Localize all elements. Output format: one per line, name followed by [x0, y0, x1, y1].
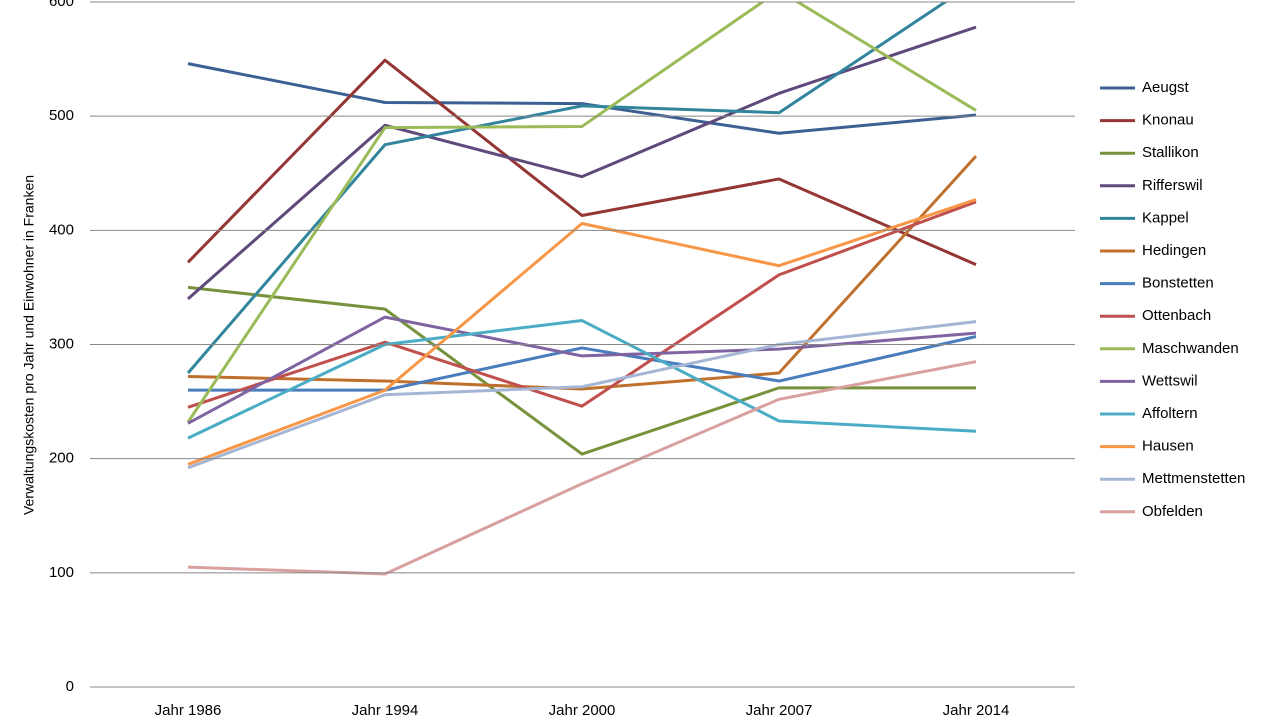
- legend-label: Aeugst: [1142, 79, 1190, 96]
- legend-label: Obfelden: [1142, 503, 1203, 520]
- legend-label: Maschwanden: [1142, 340, 1239, 357]
- y-tick-label: 500: [49, 107, 74, 124]
- x-tick-label: Jahr 2014: [943, 702, 1010, 719]
- legend-label: Hedingen: [1142, 242, 1206, 259]
- series-line: [188, 335, 977, 392]
- y-tick-label: 0: [66, 678, 74, 695]
- series-line: [187, 200, 977, 409]
- series-line: [187, 315, 977, 425]
- legend-label: Hausen: [1142, 438, 1194, 455]
- plot-area: [186, 2, 978, 576]
- series-line: [187, 62, 977, 135]
- legend-label: Rifferswil: [1142, 177, 1203, 194]
- series-line: [187, 198, 977, 466]
- legend-label: Affoltern: [1142, 405, 1198, 422]
- y-tick-label: 300: [49, 335, 74, 352]
- y-tick-label: 400: [49, 221, 74, 238]
- legend-label: Stallikon: [1142, 144, 1199, 161]
- series-line: [186, 2, 948, 375]
- legend-label: Ottenbach: [1142, 307, 1211, 324]
- x-tick-label: Jahr 2007: [746, 702, 813, 719]
- x-tick-label: Jahr 1986: [155, 702, 222, 719]
- series-line: [187, 360, 977, 576]
- series-line: [187, 319, 977, 440]
- series-line: [187, 285, 976, 456]
- series-line: [187, 25, 977, 300]
- series-line: [187, 320, 977, 470]
- legend-label: Wettswil: [1142, 372, 1198, 389]
- legend-label: Mettmenstetten: [1142, 470, 1245, 487]
- legend-label: Knonau: [1142, 112, 1194, 129]
- x-tick-label: Jahr 1994: [352, 702, 419, 719]
- y-tick-label: 100: [49, 564, 74, 581]
- series-line: [186, 58, 977, 266]
- y-tick-label: 200: [49, 450, 74, 467]
- series-line: [187, 155, 978, 391]
- series-line: [186, 2, 977, 423]
- y-tick-label: 600: [49, 0, 74, 10]
- legend-label: Kappel: [1142, 209, 1189, 226]
- y-axis-label: Verwaltungskosten pro Jahr und Einwohner…: [21, 175, 37, 515]
- legend-label: Bonstetten: [1142, 275, 1214, 292]
- x-tick-label: Jahr 2000: [549, 702, 616, 719]
